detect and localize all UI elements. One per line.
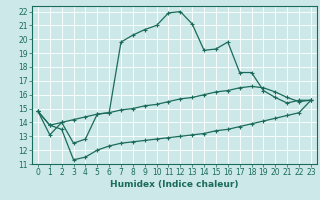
X-axis label: Humidex (Indice chaleur): Humidex (Indice chaleur) [110,180,239,189]
